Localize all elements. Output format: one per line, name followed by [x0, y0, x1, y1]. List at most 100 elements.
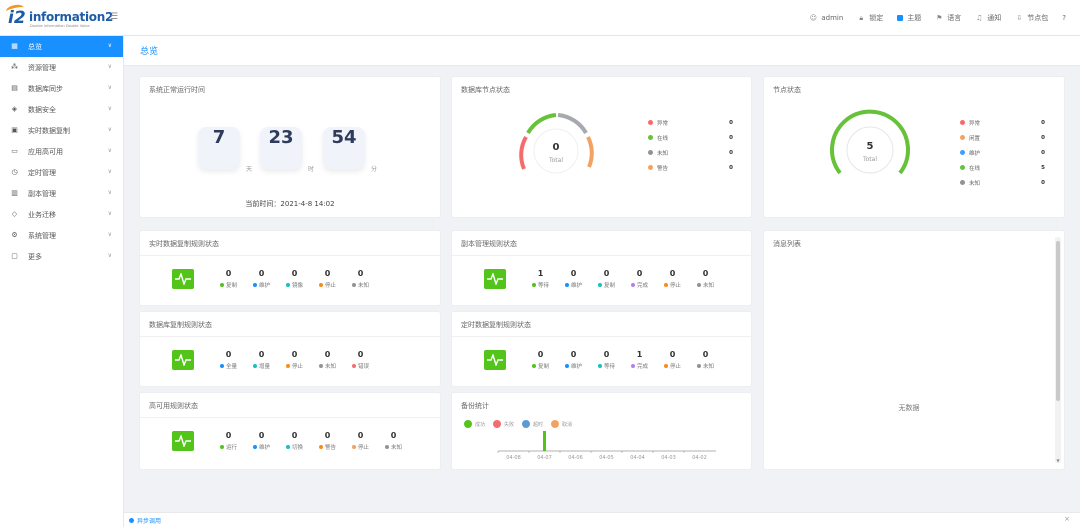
card-title: 数据库节点状态 — [461, 86, 510, 94]
sidebar-item-1[interactable]: ⁂ 资源管理 ∨ — [0, 57, 123, 78]
topnav-item-theme[interactable]: 主题 — [897, 13, 921, 23]
stat-value: 0 — [702, 350, 709, 359]
stat-label: 维护 — [570, 283, 582, 289]
stat-label-wrap: 镜像 — [278, 281, 311, 289]
chevron-down-icon: ∨ — [107, 210, 112, 217]
backup-legend-item[interactable]: 成功 — [464, 420, 485, 428]
async-status[interactable]: 异步调用 — [129, 516, 161, 525]
x-tick-label: 04-02 — [692, 455, 707, 461]
bar-04-07[interactable] — [543, 431, 546, 451]
topnav-item-download[interactable]: ⇩ 节点包 — [1015, 13, 1048, 23]
stat-label: 增量 — [258, 364, 270, 370]
chevron-down-icon: ∨ — [107, 168, 112, 175]
backup-legend-item[interactable]: 超时 — [522, 420, 543, 428]
card-title: 副本管理规则状态 — [461, 240, 517, 248]
rule-stats: 0 复制 0 维护 0 镜像 0 停止 0 未知 — [212, 269, 377, 289]
sidebar-item-4[interactable]: ▣ 实时数据复制 ∨ — [0, 120, 123, 141]
rule-stat: 0 镜像 — [278, 269, 311, 289]
gauge-center — [533, 128, 579, 174]
card-title: 节点状态 — [773, 86, 801, 94]
sidebar-item-0[interactable]: ▦ 总览 ∨ — [0, 36, 123, 57]
stat-label: 停止 — [357, 445, 369, 451]
rule-stat: 0 未知 — [344, 269, 377, 289]
stat-value: 0 — [357, 269, 364, 278]
close-icon[interactable]: × — [1064, 515, 1070, 523]
topnav-label: 通知 — [987, 14, 1002, 22]
sidebar-item-label: 业务迁移 — [28, 210, 56, 219]
stat-label: 等待 — [603, 364, 615, 370]
rule-stat: 0 复制 — [524, 350, 557, 370]
topnav-item-bell[interactable]: ♫ 通知 — [975, 13, 1001, 23]
stat-label-wrap: 停止 — [344, 443, 377, 451]
db-sync-rules-card: 数据库复制规则状态 0 全量 0 增量 0 停止 0 未知 0 错误 — [140, 312, 440, 386]
topnav-item-lock[interactable]: 🔒︎ 锁定 — [857, 13, 883, 23]
stat-label: 停止 — [324, 283, 336, 289]
backup-legend-item[interactable]: 失败 — [493, 420, 514, 428]
divider — [140, 255, 440, 256]
scroll-down-icon[interactable]: ▼ — [1056, 458, 1060, 463]
sidebar-item-7[interactable]: ▥ 副本管理 ∨ — [0, 183, 123, 204]
db-node-status-card: 数据库节点状态 0 Total 异常 0 在线 0 未知 0 警告 0 — [452, 77, 751, 217]
status-dot-icon — [129, 518, 134, 523]
legend-row: 未知 0 — [960, 175, 1045, 190]
node-legend: 异常 0 闲置 0 维护 0 在线 5 未知 0 — [960, 115, 1045, 190]
rule-stat: 0 停止 — [656, 350, 689, 370]
sidebar-item-8[interactable]: ◇ 业务迁移 ∨ — [0, 204, 123, 225]
backup-legend-item[interactable]: 取消 — [551, 420, 572, 428]
uptime-days: 7 — [198, 127, 240, 169]
footer-bar: 异步调用 × — [124, 512, 1080, 527]
topnav-item-help[interactable]: ? — [1062, 14, 1066, 22]
message-scrollbar[interactable]: ▼ — [1055, 237, 1061, 463]
rule-stat: 0 未知 — [311, 350, 344, 370]
sidebar-item-3[interactable]: ◈ 数据安全 ∨ — [0, 99, 123, 120]
sidebar-item-label: 更多 — [28, 252, 42, 261]
stat-label-wrap: 停止 — [278, 362, 311, 370]
rule-stats: 0 复制 0 维护 0 等待 1 完成 0 停止 0 未知 — [524, 350, 722, 370]
legend-label: 成功 — [475, 421, 486, 428]
sidebar-item-label: 定时管理 — [28, 168, 56, 177]
topnav-item-user[interactable]: ☺ admin — [809, 14, 844, 22]
card-title: 实时数据复制规则状态 — [149, 240, 219, 248]
status-dot-icon — [630, 283, 635, 287]
sidebar-item-5[interactable]: ▭ 应用高可用 ∨ — [0, 141, 123, 162]
sidebar-item-10[interactable]: ▢ 更多 ∨ — [0, 246, 123, 267]
stat-label-wrap: 未知 — [311, 362, 344, 370]
stat-label-wrap: 错误 — [344, 362, 377, 370]
legend-dot-icon — [493, 420, 502, 428]
stat-label: 完成 — [636, 283, 648, 289]
rule-stat: 0 完成 — [623, 269, 656, 289]
theme-icon — [897, 15, 904, 21]
stat-value: 0 — [390, 431, 397, 440]
status-dot-icon — [252, 364, 257, 368]
legend-value: 0 — [1041, 149, 1045, 156]
stat-value: 0 — [225, 269, 232, 278]
database-icon: ▤ — [11, 84, 18, 92]
top-header: i2 information2 Double Information Doubl… — [0, 0, 1080, 36]
menu-collapse-icon[interactable]: ☰ — [110, 12, 119, 22]
divider — [140, 417, 440, 418]
resource-icon: ⁂ — [11, 63, 18, 71]
stat-label-wrap: 停止 — [656, 281, 689, 289]
scrollbar-thumb[interactable] — [1056, 241, 1060, 401]
card-title: 定时数据复制规则状态 — [461, 321, 531, 329]
stat-label-wrap: 未知 — [344, 281, 377, 289]
stat-label: 全量 — [225, 364, 237, 370]
sidebar-item-6[interactable]: ◷ 定时管理 ∨ — [0, 162, 123, 183]
logo-tagline: Double Information Double Value — [30, 24, 90, 28]
stat-value: 0 — [258, 269, 265, 278]
gauge-segment-unknown — [557, 113, 588, 135]
topnav-item-language[interactable]: ⚑ 语言 — [935, 13, 961, 23]
legend-label: 在线 — [657, 135, 669, 142]
legend-dot-icon — [960, 135, 965, 140]
chevron-down-icon: ∨ — [107, 189, 112, 196]
sidebar-item-9[interactable]: ⚙ 系统管理 ∨ — [0, 225, 123, 246]
server-icon: ▭ — [11, 147, 18, 155]
stat-label-wrap: 复制 — [590, 281, 623, 289]
stat-value: 0 — [636, 269, 643, 278]
stat-label: 停止 — [669, 283, 681, 289]
logo-number: i2 — [8, 8, 26, 28]
stat-label-wrap: 维护 — [557, 281, 590, 289]
sidebar-item-2[interactable]: ▤ 数据库同步 ∨ — [0, 78, 123, 99]
stat-label: 复制 — [225, 283, 237, 289]
status-dot-icon — [318, 364, 323, 368]
